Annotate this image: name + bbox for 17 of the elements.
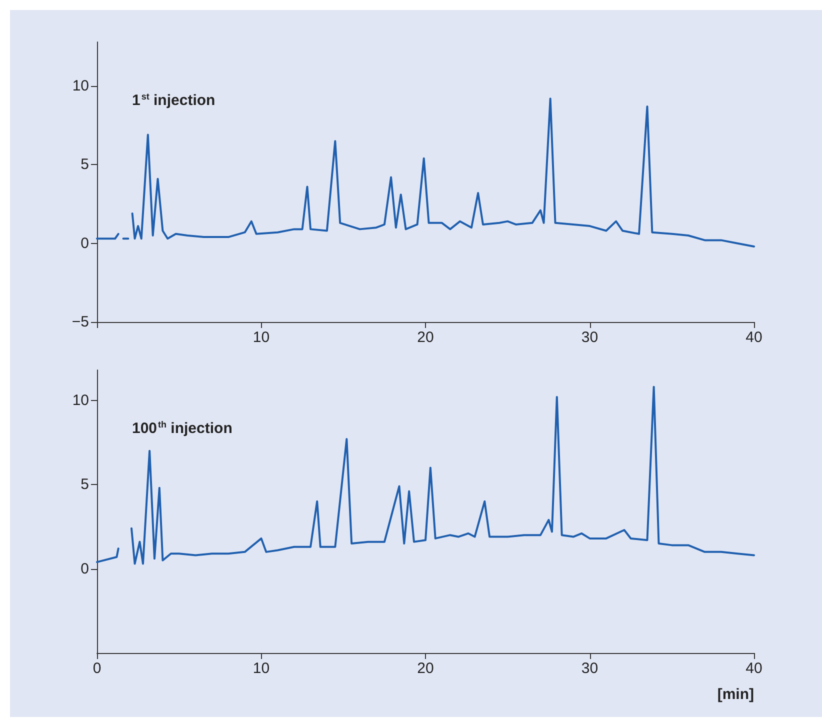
x-tick-label: 40: [746, 660, 762, 677]
y-tick-label: 0: [80, 234, 89, 252]
x-axis-title: [min]: [717, 686, 754, 703]
y-tick-label: 10: [72, 392, 89, 409]
y-tick-label: 5: [80, 476, 89, 494]
y-tick-label: 10: [72, 78, 89, 95]
x-tick-label: 30: [581, 329, 598, 346]
x-tick-label: 20: [417, 329, 434, 346]
x-tick-label: 10: [252, 329, 270, 346]
y-tick-label: 0: [80, 560, 89, 578]
x-tick-label: 20: [417, 660, 434, 677]
y-tick-label: 5: [80, 156, 89, 174]
x-tick-label: 0: [92, 660, 102, 677]
y-tick-label: −5: [72, 314, 89, 330]
x-tick-label: 40: [746, 329, 762, 346]
x-tick-label: 30: [581, 660, 598, 677]
x-tick-label: 10: [252, 660, 270, 677]
